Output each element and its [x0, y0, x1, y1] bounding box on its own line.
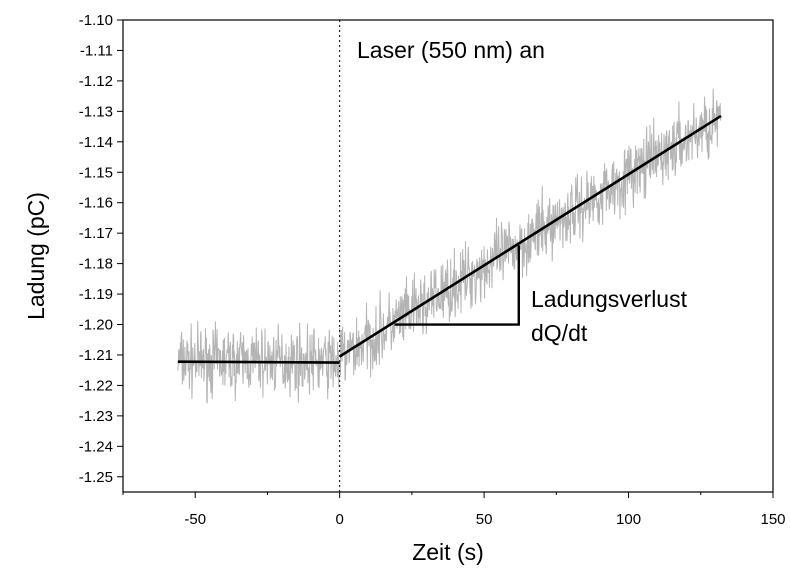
y-tick-label: -1.16 [79, 195, 113, 212]
y-axis-title: Ladung (pC) [23, 192, 49, 320]
x-tick-label: 100 [616, 511, 641, 528]
loss-annotation-line1: Ladungsverlust [531, 286, 688, 312]
y-tick-label: -1.24 [79, 438, 113, 455]
fit-lines [177, 114, 722, 364]
laser-annotation: Laser (550 nm) an [357, 37, 545, 63]
x-axis-ticks: -50 0 50 100 150 [122, 492, 786, 528]
loss-annotation-line2: dQ/dt [531, 320, 588, 346]
y-tick-label: -1.23 [79, 408, 113, 425]
fit-line-1 [338, 114, 722, 358]
y-tick-label: -1.14 [79, 134, 113, 151]
y-axis-ticks: -1.10 -1.11 -1.12 -1.13 -1.14 -1.15 -1.16 -1.17… [79, 12, 123, 486]
y-tick-label: -1.10 [79, 12, 113, 29]
plot-frame [122, 19, 774, 493]
noisy-trace-segment-1 [339, 88, 722, 381]
y-tick-label: -1.25 [79, 469, 113, 486]
noisy-trace [177, 88, 722, 404]
x-tick-label: -50 [184, 511, 206, 528]
x-tick-label: 50 [476, 511, 493, 528]
x-tick-label: 150 [760, 511, 785, 528]
x-tick-label: 0 [335, 511, 343, 528]
y-tick-label: -1.11 [80, 42, 113, 59]
y-tick-label: -1.18 [79, 256, 113, 273]
y-tick-label: -1.22 [79, 377, 113, 394]
fit-line-0 [177, 360, 340, 364]
y-tick-label: -1.19 [79, 286, 113, 303]
x-axis-title: Zeit (s) [412, 539, 484, 565]
slope-triangle [394, 245, 520, 326]
y-tick-label: -1.12 [79, 73, 113, 90]
y-tick-label: -1.13 [79, 103, 113, 120]
y-tick-label: -1.20 [79, 317, 113, 334]
y-tick-label: -1.17 [79, 225, 113, 242]
y-tick-label: -1.15 [79, 164, 113, 181]
y-tick-label: -1.21 [79, 347, 113, 364]
